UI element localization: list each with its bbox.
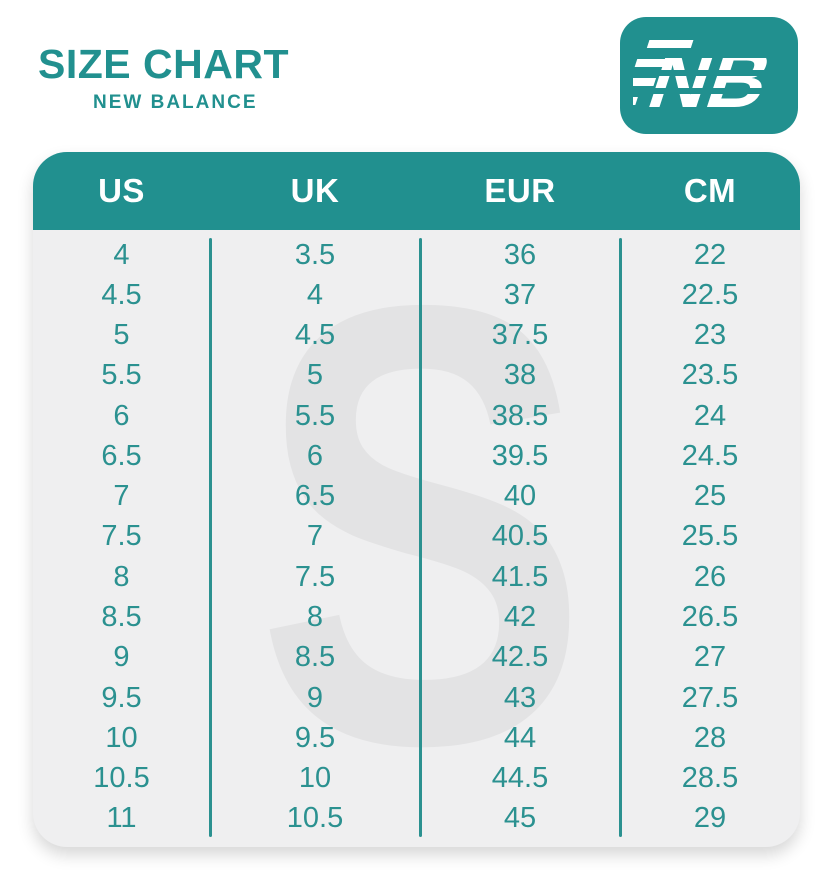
- size-cell: 4.5: [101, 278, 142, 311]
- size-cell: 28: [693, 721, 727, 754]
- size-cell: 23: [693, 319, 727, 352]
- size-cell: 10.5: [286, 802, 344, 835]
- size-cell: 45: [503, 802, 537, 835]
- table-row: 8 7.5 41.5 26: [33, 557, 800, 597]
- size-cell: 7.5: [101, 520, 142, 553]
- size-cell: 27: [693, 641, 727, 674]
- size-cell: 44: [503, 721, 537, 754]
- size-cell: 28.5: [681, 762, 739, 795]
- size-cell: 6.5: [101, 439, 142, 472]
- table-row: 7 6.5 40 25: [33, 477, 800, 517]
- column-divider-2: [419, 238, 422, 837]
- size-cell: 5: [113, 319, 130, 352]
- size-cell: 37.5: [491, 319, 549, 352]
- table-rows: 4 3.5 36 22 4.5 4 37 22.5 5 4.5 37.5 23 5.5 5 38 23.5 6 5…: [33, 230, 800, 847]
- column-header-uk: UK: [290, 172, 340, 209]
- size-cell: 22.5: [681, 278, 739, 311]
- size-table: US UK EUR CM S 4 3.5 36 22 4.5 4 37 22.5 5 4.5 37.…: [33, 152, 800, 847]
- size-cell: 39.5: [491, 439, 549, 472]
- size-cell: 43: [503, 681, 537, 714]
- size-cell: 25.5: [681, 520, 739, 553]
- new-balance-logo: NB: [620, 17, 798, 134]
- size-cell: 40.5: [491, 520, 549, 553]
- column-header-us: US: [98, 172, 145, 209]
- size-cell: 5: [306, 359, 324, 392]
- table-row: 9 8.5 42.5 27: [33, 638, 800, 678]
- size-cell: 11: [106, 802, 137, 835]
- size-cell: 7.5: [294, 560, 336, 593]
- size-cell: 9: [113, 641, 130, 674]
- table-row: 7.5 7 40.5 25.5: [33, 517, 800, 557]
- size-cell: 6: [113, 399, 130, 432]
- size-cell: 8.5: [101, 601, 142, 634]
- size-cell: 36: [503, 238, 537, 271]
- size-cell: 38.5: [491, 399, 549, 432]
- size-cell: 5.5: [101, 359, 142, 392]
- page-subtitle: NEW BALANCE: [93, 92, 258, 113]
- size-cell: 8: [113, 560, 130, 593]
- size-cell: 8.5: [294, 641, 336, 674]
- table-row: 10 9.5 44 28: [33, 718, 800, 758]
- table-row: 8.5 8 42 26.5: [33, 597, 800, 637]
- size-cell: 37: [503, 278, 537, 311]
- title-block: SIZE CHART NEW BALANCE: [38, 44, 289, 114]
- size-cell: 9: [306, 681, 324, 714]
- size-cell: 24.5: [681, 439, 739, 472]
- size-cell: 38: [503, 359, 537, 392]
- table-row: 5.5 5 38 23.5: [33, 356, 800, 396]
- size-cell: 10.5: [93, 762, 150, 795]
- size-cell: 25: [693, 480, 727, 513]
- size-cell: 4: [306, 278, 324, 311]
- table-row: 9.5 9 43 27.5: [33, 678, 800, 718]
- size-cell: 7: [306, 520, 324, 553]
- size-cell: 40: [503, 480, 537, 513]
- size-cell: 26.5: [681, 601, 739, 634]
- size-cell: 5.5: [294, 399, 336, 432]
- size-cell: 4.5: [294, 319, 336, 352]
- column-divider-1: [209, 238, 212, 837]
- table-header-row: US UK EUR CM: [33, 152, 800, 230]
- table-row: 4 3.5 36 22: [33, 235, 800, 275]
- size-cell: 10: [105, 721, 138, 754]
- size-cell: 26: [693, 560, 727, 593]
- size-cell: 6: [306, 439, 324, 472]
- size-cell: 3.5: [294, 238, 336, 271]
- column-divider-3: [619, 238, 622, 837]
- size-cell: 41.5: [491, 560, 549, 593]
- table-body: S 4 3.5 36 22 4.5 4 37 22.5 5 4.5 37.5 23 5.5 5 38 23.5…: [33, 212, 800, 847]
- table-row: 6 5.5 38.5 24: [33, 396, 800, 436]
- logo-monogram: NB: [638, 35, 782, 122]
- table-row: 10.5 10 44.5 28.5: [33, 758, 800, 798]
- table-row: 4.5 4 37 22.5: [33, 275, 800, 315]
- column-header-eur: EUR: [484, 172, 556, 209]
- page-title: SIZE CHART: [38, 41, 289, 87]
- size-cell: 24: [693, 399, 727, 432]
- size-cell: 29: [693, 802, 727, 835]
- new-balance-logo-icon: NB: [633, 35, 785, 123]
- column-header-cm: CM: [683, 172, 737, 209]
- size-cell: 10: [298, 762, 332, 795]
- size-cell: 8: [306, 601, 324, 634]
- size-cell: 22: [693, 238, 727, 271]
- size-cell: 42: [503, 601, 537, 634]
- size-cell: 9.5: [294, 721, 336, 754]
- size-cell: 9.5: [101, 681, 142, 714]
- size-cell: 4: [113, 238, 130, 271]
- size-cell: 42.5: [491, 641, 549, 674]
- size-cell: 44.5: [491, 762, 549, 795]
- size-cell: 27.5: [681, 681, 739, 714]
- table-row: 11 10.5 45 29: [33, 799, 800, 839]
- table-row: 5 4.5 37.5 23: [33, 316, 800, 356]
- size-cell: 7: [113, 480, 130, 513]
- size-cell: 6.5: [294, 480, 336, 513]
- table-row: 6.5 6 39.5 24.5: [33, 436, 800, 476]
- size-cell: 23.5: [681, 359, 739, 392]
